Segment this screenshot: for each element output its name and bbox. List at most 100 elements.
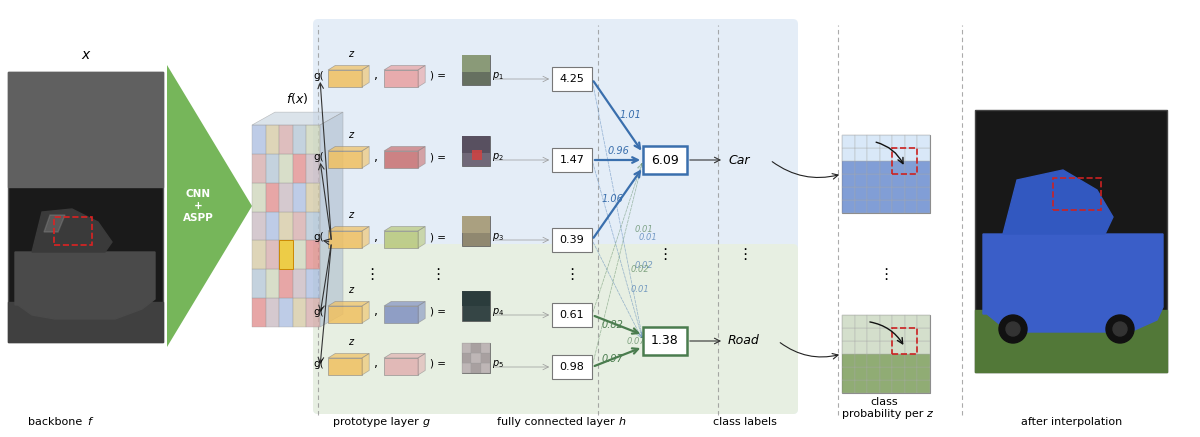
FancyBboxPatch shape [905,187,918,200]
FancyBboxPatch shape [905,380,918,393]
Text: ,: , [374,305,378,319]
FancyBboxPatch shape [462,136,490,166]
Polygon shape [328,354,370,358]
FancyBboxPatch shape [918,148,930,161]
FancyBboxPatch shape [842,187,854,200]
Polygon shape [362,66,370,87]
Text: h: h [619,417,626,427]
FancyBboxPatch shape [252,183,265,212]
FancyBboxPatch shape [462,55,490,85]
FancyBboxPatch shape [905,174,918,187]
FancyBboxPatch shape [252,154,265,183]
Text: $x$: $x$ [80,48,91,62]
FancyBboxPatch shape [893,135,905,148]
FancyBboxPatch shape [880,328,893,341]
Text: ,: , [374,150,378,163]
Polygon shape [384,70,418,87]
Polygon shape [418,302,425,323]
Text: prototype layer: prototype layer [332,417,422,427]
FancyBboxPatch shape [893,148,905,161]
FancyBboxPatch shape [462,353,472,363]
Text: ⋮: ⋮ [737,247,752,263]
FancyBboxPatch shape [868,328,880,341]
Text: class
probability per: class probability per [841,397,926,419]
FancyBboxPatch shape [293,183,306,212]
Text: ) =: ) = [430,307,446,317]
Text: 0.02: 0.02 [631,264,649,274]
FancyBboxPatch shape [280,125,293,154]
FancyBboxPatch shape [868,315,880,328]
Text: Road: Road [728,334,760,347]
Polygon shape [328,151,362,168]
FancyBboxPatch shape [252,269,265,298]
FancyBboxPatch shape [306,183,320,212]
FancyBboxPatch shape [842,135,854,148]
Polygon shape [44,215,65,232]
FancyBboxPatch shape [842,174,854,187]
Text: $p_4$: $p_4$ [492,306,504,318]
Polygon shape [384,66,425,70]
FancyBboxPatch shape [893,174,905,187]
FancyBboxPatch shape [306,154,320,183]
FancyBboxPatch shape [462,363,472,373]
Text: ) =: ) = [430,71,446,81]
FancyBboxPatch shape [552,355,592,379]
Text: ⋮: ⋮ [564,267,580,282]
Text: ,: , [374,230,378,243]
Text: $z$: $z$ [348,337,355,347]
FancyBboxPatch shape [868,148,880,161]
FancyBboxPatch shape [974,110,1166,372]
FancyBboxPatch shape [854,380,868,393]
Text: g: g [424,417,430,427]
FancyBboxPatch shape [893,161,905,174]
FancyBboxPatch shape [280,298,293,327]
FancyBboxPatch shape [842,354,854,367]
FancyBboxPatch shape [842,135,930,213]
Polygon shape [167,65,252,347]
FancyBboxPatch shape [8,72,163,342]
Text: $z$: $z$ [348,210,355,220]
FancyBboxPatch shape [280,183,293,212]
Polygon shape [32,209,112,252]
FancyBboxPatch shape [472,353,480,363]
FancyBboxPatch shape [842,328,854,341]
FancyBboxPatch shape [868,187,880,200]
Text: $z$: $z$ [348,285,355,295]
Text: 6.09: 6.09 [652,153,679,166]
FancyBboxPatch shape [472,343,480,353]
FancyBboxPatch shape [868,354,880,367]
Text: 0.96: 0.96 [607,146,629,156]
Polygon shape [384,302,425,306]
Polygon shape [384,354,425,358]
Text: 4.25: 4.25 [559,74,584,84]
FancyBboxPatch shape [306,212,320,240]
Text: 0.82: 0.82 [601,320,623,330]
FancyBboxPatch shape [918,367,930,380]
Text: g(: g( [313,71,324,81]
Text: ,: , [374,69,378,83]
FancyBboxPatch shape [905,315,918,328]
FancyBboxPatch shape [880,315,893,328]
FancyBboxPatch shape [265,125,280,154]
FancyBboxPatch shape [480,343,490,353]
Text: ⋮: ⋮ [878,267,894,282]
Polygon shape [384,226,425,231]
FancyBboxPatch shape [880,174,893,187]
Text: 1.47: 1.47 [559,155,584,165]
FancyBboxPatch shape [905,328,918,341]
Text: $p_1$: $p_1$ [492,70,504,82]
FancyBboxPatch shape [868,380,880,393]
FancyBboxPatch shape [854,328,868,341]
Polygon shape [252,112,343,125]
Text: z: z [926,409,932,419]
Polygon shape [328,302,370,306]
Circle shape [1114,322,1127,336]
FancyBboxPatch shape [893,354,905,367]
Text: 0.02: 0.02 [635,260,653,270]
FancyBboxPatch shape [918,341,930,354]
Text: Car: Car [728,153,750,166]
FancyBboxPatch shape [293,212,306,240]
FancyBboxPatch shape [252,125,265,154]
FancyBboxPatch shape [842,380,854,393]
Text: g(: g( [313,152,324,162]
